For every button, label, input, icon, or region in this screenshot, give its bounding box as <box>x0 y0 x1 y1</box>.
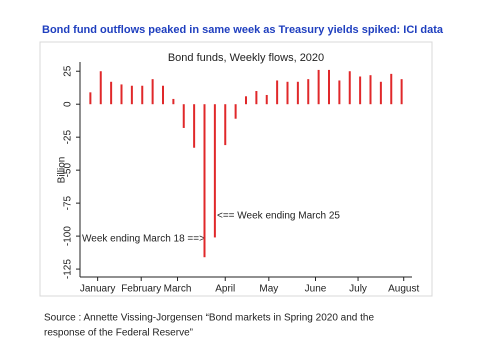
bar <box>162 85 164 105</box>
bar <box>265 94 268 105</box>
x-tick-label: January <box>80 284 116 295</box>
bar <box>224 104 227 146</box>
x-tick-label: March <box>164 284 192 295</box>
bar <box>234 104 237 119</box>
annotation: <== Week ending March 25 <box>217 211 340 222</box>
bar <box>213 104 216 238</box>
bar <box>130 85 133 105</box>
bar <box>400 79 403 105</box>
bar <box>172 98 175 105</box>
x-tick-label: May <box>259 284 278 295</box>
bar <box>328 69 330 105</box>
bar <box>317 69 320 105</box>
y-tick-label: -125 <box>63 259 74 279</box>
source-line: Source : Annette Vissing-Jorgensen “Bond… <box>44 313 374 324</box>
y-axis-label: Billion <box>57 157 68 184</box>
bar <box>359 76 362 105</box>
bar <box>255 91 258 105</box>
bar <box>193 104 196 148</box>
bar <box>89 92 92 105</box>
bar <box>369 75 372 105</box>
chart-frame <box>39 41 433 297</box>
x-tick-label: June <box>305 284 327 295</box>
annotation: Week ending March 18 ==> <box>82 234 205 245</box>
bar <box>390 73 393 105</box>
bar <box>348 71 351 105</box>
bar <box>120 84 123 105</box>
y-tick-label: 25 <box>63 65 74 77</box>
bar <box>141 85 144 105</box>
x-tick-label: July <box>349 284 367 295</box>
bar <box>110 81 113 105</box>
chart-title: Bond funds, Weekly flows, 2020 <box>168 52 324 64</box>
y-tick-label: -50 <box>63 162 74 177</box>
y-tick-label: -100 <box>63 226 74 246</box>
bar <box>286 81 289 105</box>
y-tick-label: -25 <box>63 130 74 145</box>
bar <box>276 80 279 105</box>
bar <box>379 81 382 105</box>
bar <box>307 79 310 105</box>
y-tick-label: -75 <box>63 195 74 210</box>
source-line: response of the Federal Reserve” <box>44 328 193 339</box>
bar <box>182 104 185 128</box>
x-tick-label: August <box>388 284 419 295</box>
bar <box>99 71 102 105</box>
bar <box>203 104 206 258</box>
bar <box>151 79 154 105</box>
x-tick-label: April <box>215 284 235 295</box>
slide-title: Bond fund outflows peaked in same week a… <box>42 24 444 36</box>
bar <box>338 80 341 105</box>
bar <box>245 96 247 105</box>
bar <box>296 81 299 105</box>
x-tick-label: February <box>121 284 161 295</box>
y-tick-label: 0 <box>63 101 74 107</box>
